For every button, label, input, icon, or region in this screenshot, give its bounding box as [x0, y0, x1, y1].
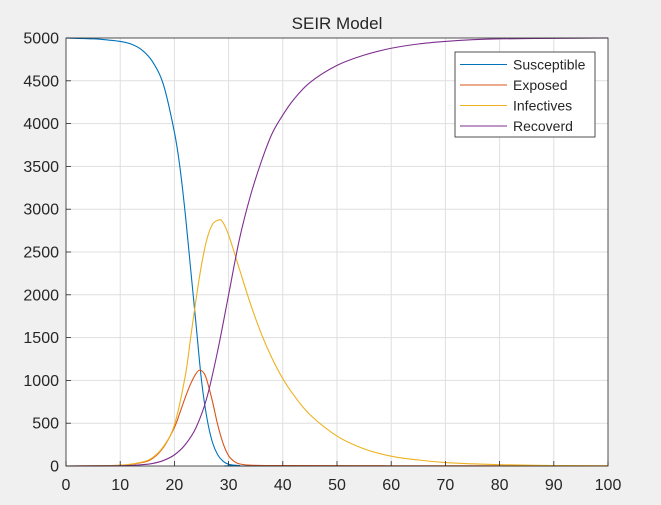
y-tick-label: 3500: [23, 159, 59, 176]
x-tick-label: 20: [166, 477, 184, 494]
y-tick-label: 3000: [23, 202, 59, 219]
x-tick-label: 90: [545, 477, 563, 494]
x-tick-label: 60: [382, 477, 400, 494]
x-tick-label: 40: [274, 477, 292, 494]
x-tick-label: 0: [62, 477, 71, 494]
y-tick-label: 500: [32, 416, 59, 433]
x-tick-label: 70: [437, 477, 455, 494]
x-tick-label: 50: [328, 477, 346, 494]
x-tick-label: 100: [595, 477, 622, 494]
y-tick-label: 1000: [23, 373, 59, 390]
y-tick-label: 0: [50, 459, 59, 476]
x-tick-label: 30: [220, 477, 238, 494]
y-tick-label: 1500: [23, 330, 59, 347]
legend-label: Susceptible: [513, 57, 586, 73]
series-line-recoverd: [65, 37, 609, 467]
legend-box: [454, 51, 596, 138]
y-tick-label: 4500: [23, 73, 59, 90]
axes-ticks: 0 10 20 30 40 50 60 70 80 90 100050010001500200025…: [23, 31, 621, 495]
legend-label: Recoverd: [513, 118, 573, 134]
series-line-susceptible: [65, 37, 608, 467]
chart-title: SEIR Model: [292, 14, 383, 33]
y-tick-label: 4000: [23, 116, 59, 133]
x-tick-label: 10: [111, 477, 129, 494]
y-tick-label: 2000: [23, 287, 59, 304]
legend-label: Exposed: [513, 77, 567, 93]
x-tick-label: 80: [491, 477, 509, 494]
series-line-infectives: [65, 219, 609, 467]
y-tick-label: 5000: [23, 31, 59, 48]
y-tick-label: 2500: [23, 245, 59, 262]
legend-label: Infectives: [513, 98, 572, 114]
legend: Susceptible Exposed Infectives Recoverd: [454, 51, 596, 138]
